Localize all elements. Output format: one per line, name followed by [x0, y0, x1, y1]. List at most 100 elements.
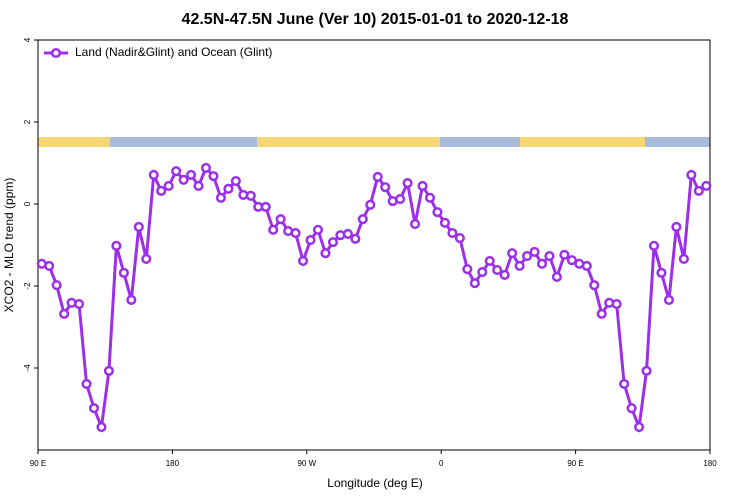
- data-point: [275, 214, 286, 225]
- data-point: [395, 194, 406, 205]
- legend-label: Land (Nadir&Glint) and Ocean (Glint): [75, 45, 272, 59]
- data-point: [200, 162, 212, 173]
- data-point: [178, 174, 189, 185]
- data-point: [484, 255, 495, 267]
- data-point: [118, 267, 129, 278]
- plot-frame: [37, 39, 711, 451]
- data-point: [596, 308, 607, 319]
- data-point: [208, 171, 219, 182]
- x-tick-label: 180: [703, 459, 717, 468]
- data-point: [507, 248, 518, 259]
- data-point: [312, 224, 324, 235]
- data-point: [320, 248, 331, 259]
- y-tick-label: 2: [23, 119, 32, 124]
- data-point: [492, 264, 503, 276]
- chart-title: 42.5N-47.5N June (Ver 10) 2015-01-01 to …: [182, 11, 569, 28]
- data-point: [634, 421, 645, 433]
- data-point: [447, 228, 458, 239]
- data-point: [522, 251, 533, 262]
- data-point: [551, 271, 562, 283]
- data-point: [245, 190, 256, 201]
- data-point: [186, 169, 197, 180]
- y-axis-label: XCO2 - MLO trend (ppm): [2, 178, 16, 313]
- y-tick-label: -4: [23, 364, 32, 372]
- data-point: [559, 249, 570, 260]
- data-point: [342, 228, 353, 239]
- x-tick-label: 90 E: [30, 459, 46, 468]
- data-point: [193, 180, 204, 192]
- data-point: [290, 228, 301, 239]
- data-point: [88, 403, 100, 414]
- data-point: [693, 185, 704, 196]
- data-point: [126, 294, 137, 305]
- data-point: [380, 182, 391, 193]
- data-point: [327, 237, 338, 248]
- data-point: [74, 298, 85, 310]
- data-point: [701, 180, 712, 192]
- data-point: [626, 403, 637, 414]
- data-point: [671, 221, 682, 233]
- data-point: [163, 180, 174, 192]
- data-point: [372, 171, 383, 182]
- data-point: [365, 199, 376, 210]
- data-point: [215, 192, 226, 203]
- data-point: [686, 169, 697, 180]
- data-point: [641, 365, 652, 376]
- data-point: [566, 255, 577, 266]
- x-tick-label: 90 W: [297, 459, 316, 468]
- data-point: [648, 240, 660, 251]
- data-point: [402, 178, 413, 189]
- data-point: [298, 255, 309, 267]
- x-tick-label: 90 E: [567, 459, 583, 468]
- data-point: [454, 232, 465, 244]
- data-point: [223, 183, 234, 194]
- x-axis-label: Longitude (deg E): [327, 476, 422, 490]
- data-point: [44, 260, 55, 271]
- data-point: [171, 166, 182, 177]
- data-point: [96, 421, 107, 433]
- data-point: [268, 224, 279, 235]
- legend-marker: [50, 47, 62, 59]
- y-tick-label: 4: [23, 37, 32, 42]
- x-tick-label: 180: [166, 459, 180, 468]
- data-point: [477, 267, 488, 278]
- data-point: [156, 185, 167, 196]
- data-point: [462, 264, 473, 275]
- data-point: [589, 280, 600, 291]
- data-point: [141, 253, 152, 264]
- data-point: [544, 251, 555, 262]
- y-tick-label: -2: [23, 282, 32, 290]
- data-point: [417, 180, 428, 192]
- data-point: [499, 269, 510, 280]
- data-point: [432, 207, 443, 218]
- data-point: [514, 260, 525, 271]
- data-point: [619, 378, 630, 390]
- surface-band: [38, 137, 710, 147]
- data-point: [148, 169, 159, 180]
- data-point: [133, 221, 144, 233]
- data-point: [350, 233, 361, 244]
- y-tick-label: 0: [23, 201, 32, 206]
- data-point: [230, 175, 241, 187]
- data-point: [424, 192, 436, 203]
- data-point: [305, 235, 316, 246]
- data-point: [536, 258, 548, 269]
- data-point: [410, 219, 421, 230]
- data-point: [103, 365, 114, 376]
- data-point: [581, 260, 592, 271]
- data-point: [357, 214, 368, 225]
- data-point: [111, 240, 122, 251]
- data-point: [678, 253, 689, 264]
- data-point: [260, 201, 271, 212]
- data-point: [529, 246, 540, 258]
- x-tick-label: 0: [439, 459, 444, 468]
- data-point: [611, 298, 622, 310]
- data-point: [663, 294, 674, 305]
- data-point: [656, 267, 667, 278]
- data-point: [439, 217, 450, 228]
- data-point: [51, 280, 62, 291]
- data-point: [59, 308, 70, 319]
- data-point: [81, 378, 92, 390]
- data-point: [469, 278, 480, 289]
